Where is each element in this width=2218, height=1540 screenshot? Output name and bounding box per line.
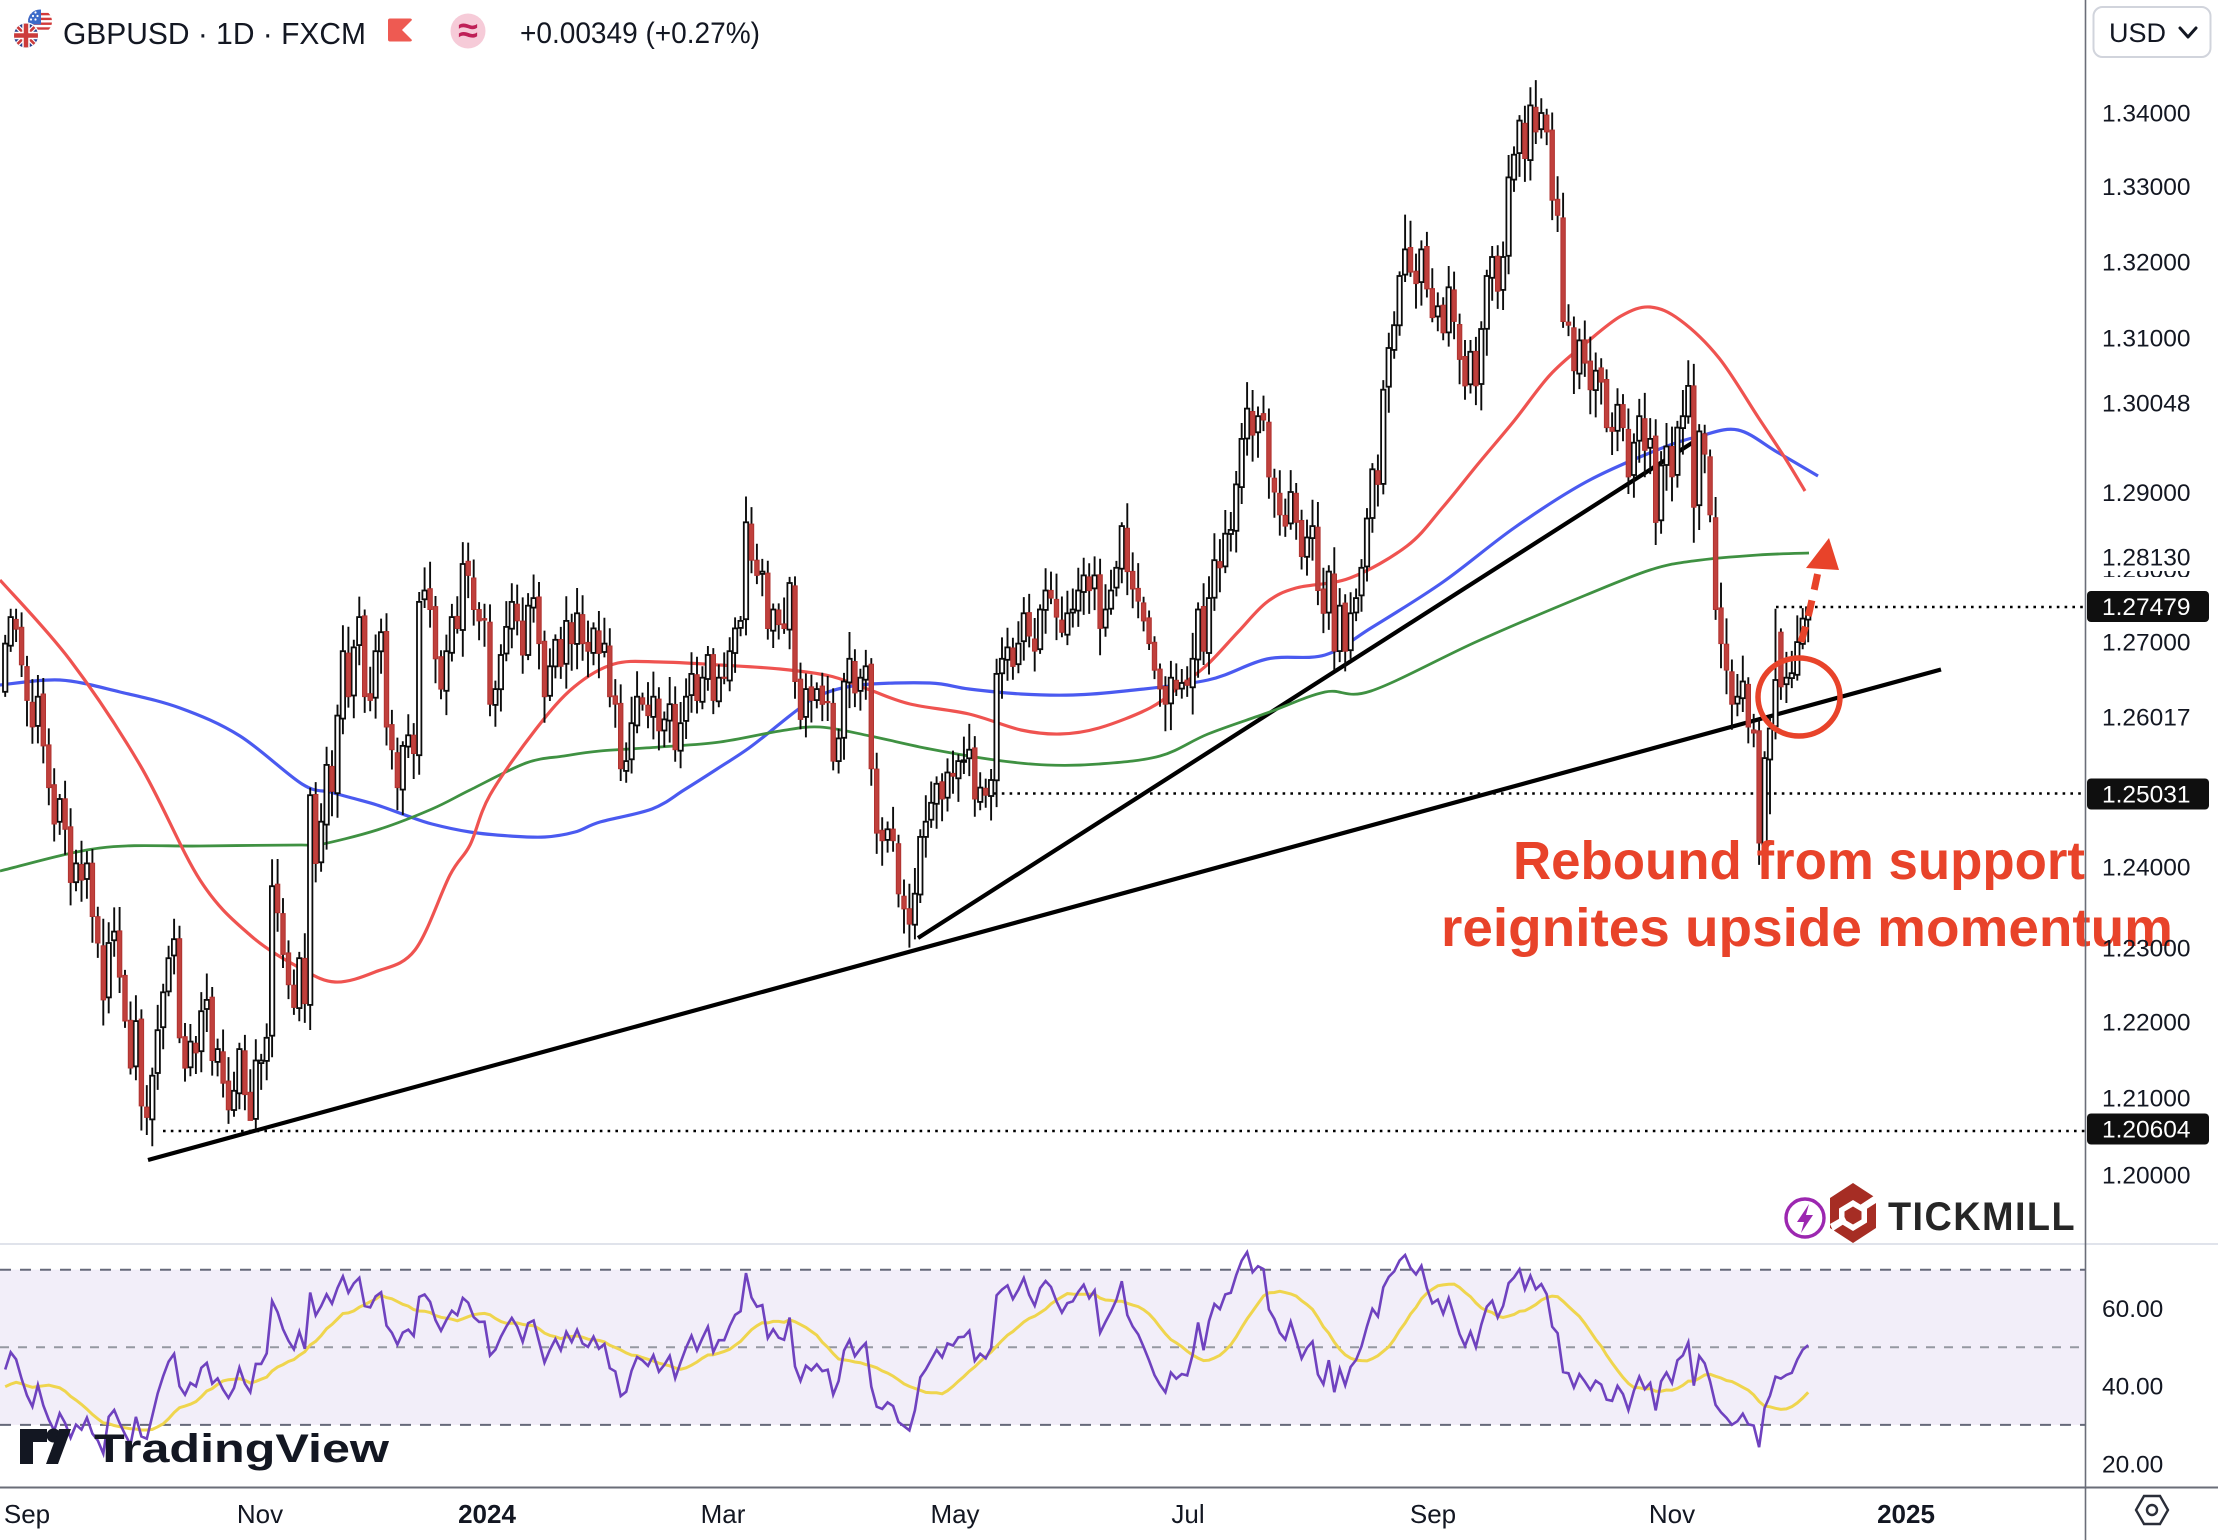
svg-text:1.28130: 1.28130 — [2102, 545, 2191, 572]
svg-text:1.25031: 1.25031 — [2102, 782, 2191, 809]
svg-text:1.20604: 1.20604 — [2102, 1117, 2191, 1144]
svg-text:TradingView: TradingView — [94, 1427, 390, 1471]
svg-text:1.20000: 1.20000 — [2102, 1163, 2191, 1190]
svg-text:Rebound from support: Rebound from support — [1513, 831, 2085, 891]
svg-text:USD: USD — [2109, 18, 2166, 48]
svg-text:1.27479: 1.27479 — [2102, 594, 2191, 621]
svg-text:≈: ≈ — [458, 10, 478, 51]
svg-text:1.29000: 1.29000 — [2102, 480, 2191, 507]
svg-text:Sep: Sep — [4, 1499, 50, 1529]
svg-text:1.33000: 1.33000 — [2102, 174, 2191, 201]
svg-text:Nov: Nov — [237, 1499, 283, 1529]
svg-text:20.00: 20.00 — [2102, 1452, 2163, 1479]
svg-text:Nov: Nov — [1649, 1499, 1695, 1529]
svg-text:40.00: 40.00 — [2102, 1374, 2163, 1401]
svg-text:GBPUSD · 1D · FXCM: GBPUSD · 1D · FXCM — [63, 16, 366, 51]
svg-text:1.21000: 1.21000 — [2102, 1086, 2191, 1113]
svg-text:TICKMILL: TICKMILL — [1888, 1195, 2076, 1239]
svg-text:1.32000: 1.32000 — [2102, 250, 2191, 277]
svg-text:May: May — [930, 1499, 979, 1529]
svg-text:reignites upside momentum: reignites upside momentum — [1441, 898, 2173, 958]
svg-text:1.27000: 1.27000 — [2102, 630, 2191, 657]
svg-text:1.23000: 1.23000 — [2102, 936, 2191, 963]
svg-text:1.22000: 1.22000 — [2102, 1010, 2191, 1037]
svg-text:1.31000: 1.31000 — [2102, 326, 2191, 353]
svg-text:Jul: Jul — [1171, 1499, 1204, 1529]
svg-text:2025: 2025 — [1877, 1499, 1935, 1529]
svg-text:Sep: Sep — [1410, 1499, 1456, 1529]
svg-text:1.26017: 1.26017 — [2102, 705, 2191, 732]
svg-text:1.30048: 1.30048 — [2102, 391, 2191, 418]
svg-text:1.34000: 1.34000 — [2102, 101, 2191, 128]
svg-text:+0.00349 (+0.27%): +0.00349 (+0.27%) — [520, 17, 760, 50]
svg-text:60.00: 60.00 — [2102, 1296, 2163, 1323]
svg-text:2024: 2024 — [458, 1499, 516, 1529]
svg-text:1.24000: 1.24000 — [2102, 855, 2191, 882]
svg-text:Mar: Mar — [701, 1499, 746, 1529]
svg-text:1.28000: 1.28000 — [2102, 557, 2191, 584]
